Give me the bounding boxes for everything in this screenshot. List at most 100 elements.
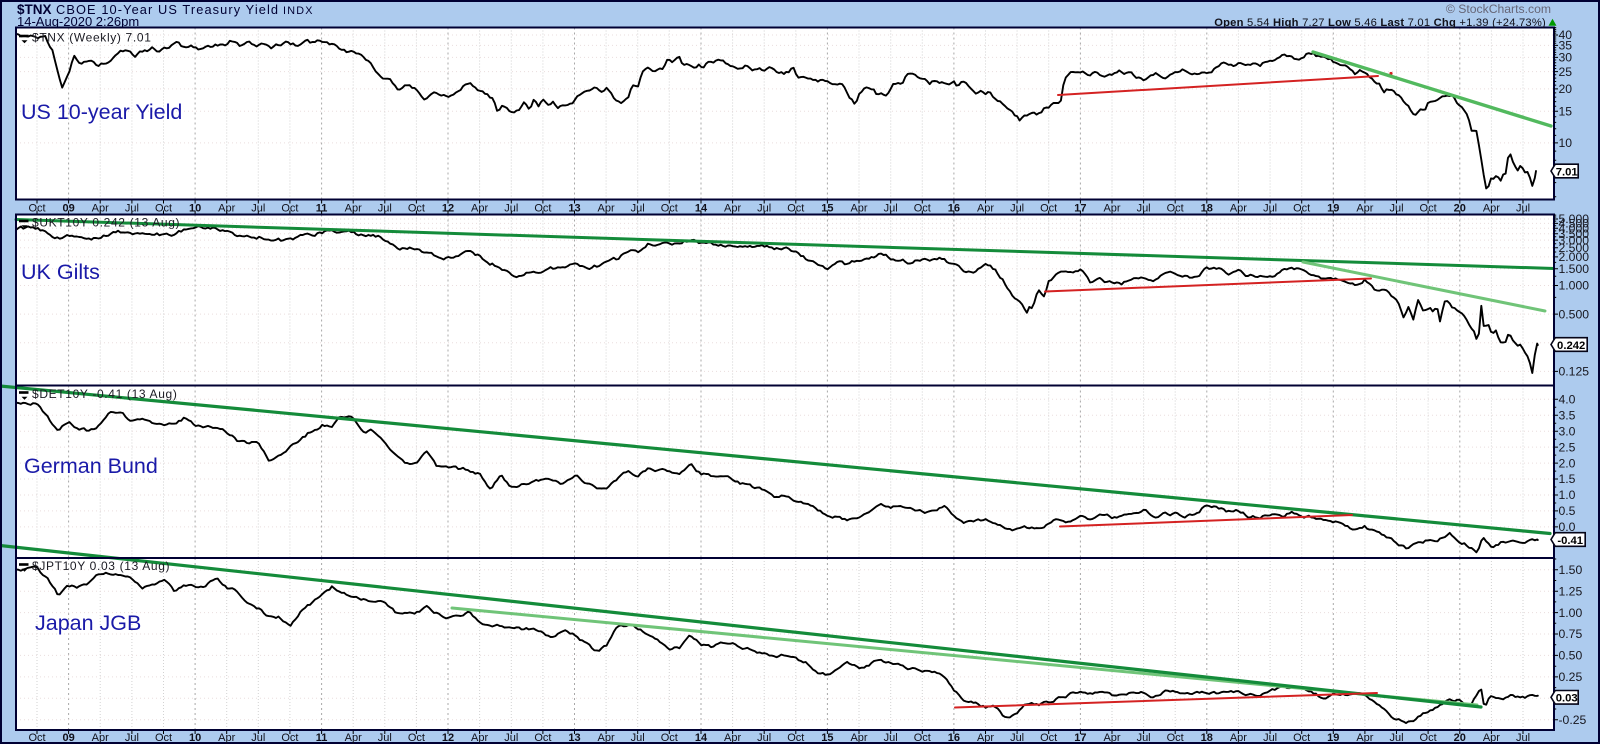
svg-text:25: 25 xyxy=(1559,65,1573,79)
svg-text:Jul: Jul xyxy=(884,732,898,744)
svg-text:© StockCharts.com: © StockCharts.com xyxy=(1446,2,1551,16)
svg-text:Apr: Apr xyxy=(598,202,615,214)
svg-text:Jul: Jul xyxy=(1516,202,1530,214)
svg-text:3.000: 3.000 xyxy=(1559,233,1590,247)
svg-text:Apr: Apr xyxy=(1483,202,1500,214)
svg-text:19: 19 xyxy=(1327,732,1339,744)
svg-text:Oct: Oct xyxy=(914,202,931,214)
svg-text:-0.41: -0.41 xyxy=(1557,535,1583,547)
svg-text:1.000: 1.000 xyxy=(1559,279,1590,293)
svg-text:Apr: Apr xyxy=(977,202,994,214)
svg-text:Oct: Oct xyxy=(534,202,551,214)
svg-text:0.125: 0.125 xyxy=(1559,365,1590,379)
svg-text:Oct: Oct xyxy=(1167,202,1184,214)
svg-text:Jul: Jul xyxy=(1137,202,1151,214)
svg-text:Oct: Oct xyxy=(787,202,804,214)
svg-text:Oct: Oct xyxy=(914,732,931,744)
svg-text:09: 09 xyxy=(62,202,74,214)
svg-text:Jul: Jul xyxy=(1263,732,1277,744)
svg-text:Jul: Jul xyxy=(1389,202,1403,214)
svg-text:7.01: 7.01 xyxy=(1556,166,1578,178)
svg-text:Apr: Apr xyxy=(724,202,741,214)
svg-text:Apr: Apr xyxy=(218,202,235,214)
svg-text:Apr: Apr xyxy=(977,732,994,744)
svg-text:Oct: Oct xyxy=(155,202,172,214)
svg-text:30: 30 xyxy=(1559,51,1573,65)
svg-text:Apr: Apr xyxy=(345,202,362,214)
svg-text:13: 13 xyxy=(568,732,580,744)
svg-text:Apr: Apr xyxy=(598,732,615,744)
svg-text:18: 18 xyxy=(1201,202,1213,214)
svg-text:Jul: Jul xyxy=(251,202,265,214)
svg-text:14-Aug-2020 2:26pm: 14-Aug-2020 2:26pm xyxy=(17,14,139,29)
svg-text:0.242: 0.242 xyxy=(1557,340,1585,352)
svg-text:US 10-year Yield: US 10-year Yield xyxy=(21,100,182,124)
svg-text:German Bund: German Bund xyxy=(24,454,158,478)
svg-text:Japan JGB: Japan JGB xyxy=(35,611,141,635)
svg-text:Jul: Jul xyxy=(378,732,392,744)
svg-text:11: 11 xyxy=(316,732,328,744)
svg-text:Oct: Oct xyxy=(28,202,45,214)
svg-text:16: 16 xyxy=(948,732,960,744)
svg-text:Jul: Jul xyxy=(251,732,265,744)
svg-text:0.0: 0.0 xyxy=(1559,520,1576,534)
svg-text:Jul: Jul xyxy=(884,202,898,214)
svg-text:Apr: Apr xyxy=(92,732,109,744)
svg-text:Apr: Apr xyxy=(1356,202,1373,214)
svg-text:Oct: Oct xyxy=(281,732,298,744)
svg-text:Jul: Jul xyxy=(631,732,645,744)
svg-text:0.5: 0.5 xyxy=(1559,504,1576,518)
svg-text:10: 10 xyxy=(1559,136,1573,150)
svg-text:3.5: 3.5 xyxy=(1559,408,1576,422)
svg-text:09: 09 xyxy=(62,732,74,744)
svg-text:Jul: Jul xyxy=(504,732,518,744)
svg-text:20: 20 xyxy=(1454,732,1466,744)
svg-text:1.500: 1.500 xyxy=(1559,262,1590,276)
svg-text:UK Gilts: UK Gilts xyxy=(21,260,100,284)
svg-text:Oct: Oct xyxy=(281,202,298,214)
svg-text:Apr: Apr xyxy=(345,732,362,744)
svg-text:Oct: Oct xyxy=(408,202,425,214)
svg-text:Jul: Jul xyxy=(504,202,518,214)
svg-text:40: 40 xyxy=(1559,28,1573,42)
svg-text:1.50: 1.50 xyxy=(1559,563,1583,577)
svg-text:$DET10Y -0.41 (13 Aug): $DET10Y -0.41 (13 Aug) xyxy=(32,387,178,401)
svg-text:20: 20 xyxy=(1454,202,1466,214)
svg-text:1.25: 1.25 xyxy=(1559,584,1583,598)
svg-text:$UKT10Y 0.242 (13 Aug): $UKT10Y 0.242 (13 Aug) xyxy=(32,215,180,229)
svg-text:Jul: Jul xyxy=(1010,732,1024,744)
svg-text:CBOE 10-Year US Treasury Yield: CBOE 10-Year US Treasury Yield xyxy=(56,2,279,17)
svg-text:19: 19 xyxy=(1327,202,1339,214)
svg-text:Apr: Apr xyxy=(850,732,867,744)
svg-text:10: 10 xyxy=(189,732,201,744)
svg-text:Jul: Jul xyxy=(757,202,771,214)
svg-text:Open 5.54 High 7.27 Low 5.46 L: Open 5.54 High 7.27 Low 5.46 Last 7.01 C… xyxy=(1214,17,1546,29)
svg-text:17: 17 xyxy=(1074,202,1086,214)
svg-text:Jul: Jul xyxy=(378,202,392,214)
svg-text:15: 15 xyxy=(821,202,833,214)
svg-text:14: 14 xyxy=(695,202,708,214)
svg-text:2.0: 2.0 xyxy=(1559,456,1576,470)
svg-text:Jul: Jul xyxy=(125,732,139,744)
svg-text:4.0: 4.0 xyxy=(1559,393,1576,407)
svg-text:Apr: Apr xyxy=(850,202,867,214)
svg-text:Oct: Oct xyxy=(155,732,172,744)
svg-text:18: 18 xyxy=(1201,732,1213,744)
svg-text:2.500: 2.500 xyxy=(1559,241,1590,255)
svg-text:Oct: Oct xyxy=(661,202,678,214)
svg-text:3.0: 3.0 xyxy=(1559,424,1576,438)
svg-text:Jul: Jul xyxy=(1137,732,1151,744)
svg-text:Jul: Jul xyxy=(631,202,645,214)
svg-text:35: 35 xyxy=(1559,39,1573,53)
svg-text:$JPT10Y 0.03 (13 Aug): $JPT10Y 0.03 (13 Aug) xyxy=(32,559,170,573)
svg-text:5.000: 5.000 xyxy=(1559,212,1590,226)
svg-text:10: 10 xyxy=(189,202,201,214)
svg-text:Apr: Apr xyxy=(471,732,488,744)
svg-text:$TNX (Weekly) 7.01: $TNX (Weekly) 7.01 xyxy=(32,30,152,44)
svg-text:1.5: 1.5 xyxy=(1559,472,1576,486)
svg-text:Apr: Apr xyxy=(1230,732,1247,744)
svg-text:Apr: Apr xyxy=(1103,732,1120,744)
svg-text:14: 14 xyxy=(695,732,708,744)
svg-text:20: 20 xyxy=(1559,82,1573,96)
svg-text:-0.25: -0.25 xyxy=(1559,713,1587,727)
